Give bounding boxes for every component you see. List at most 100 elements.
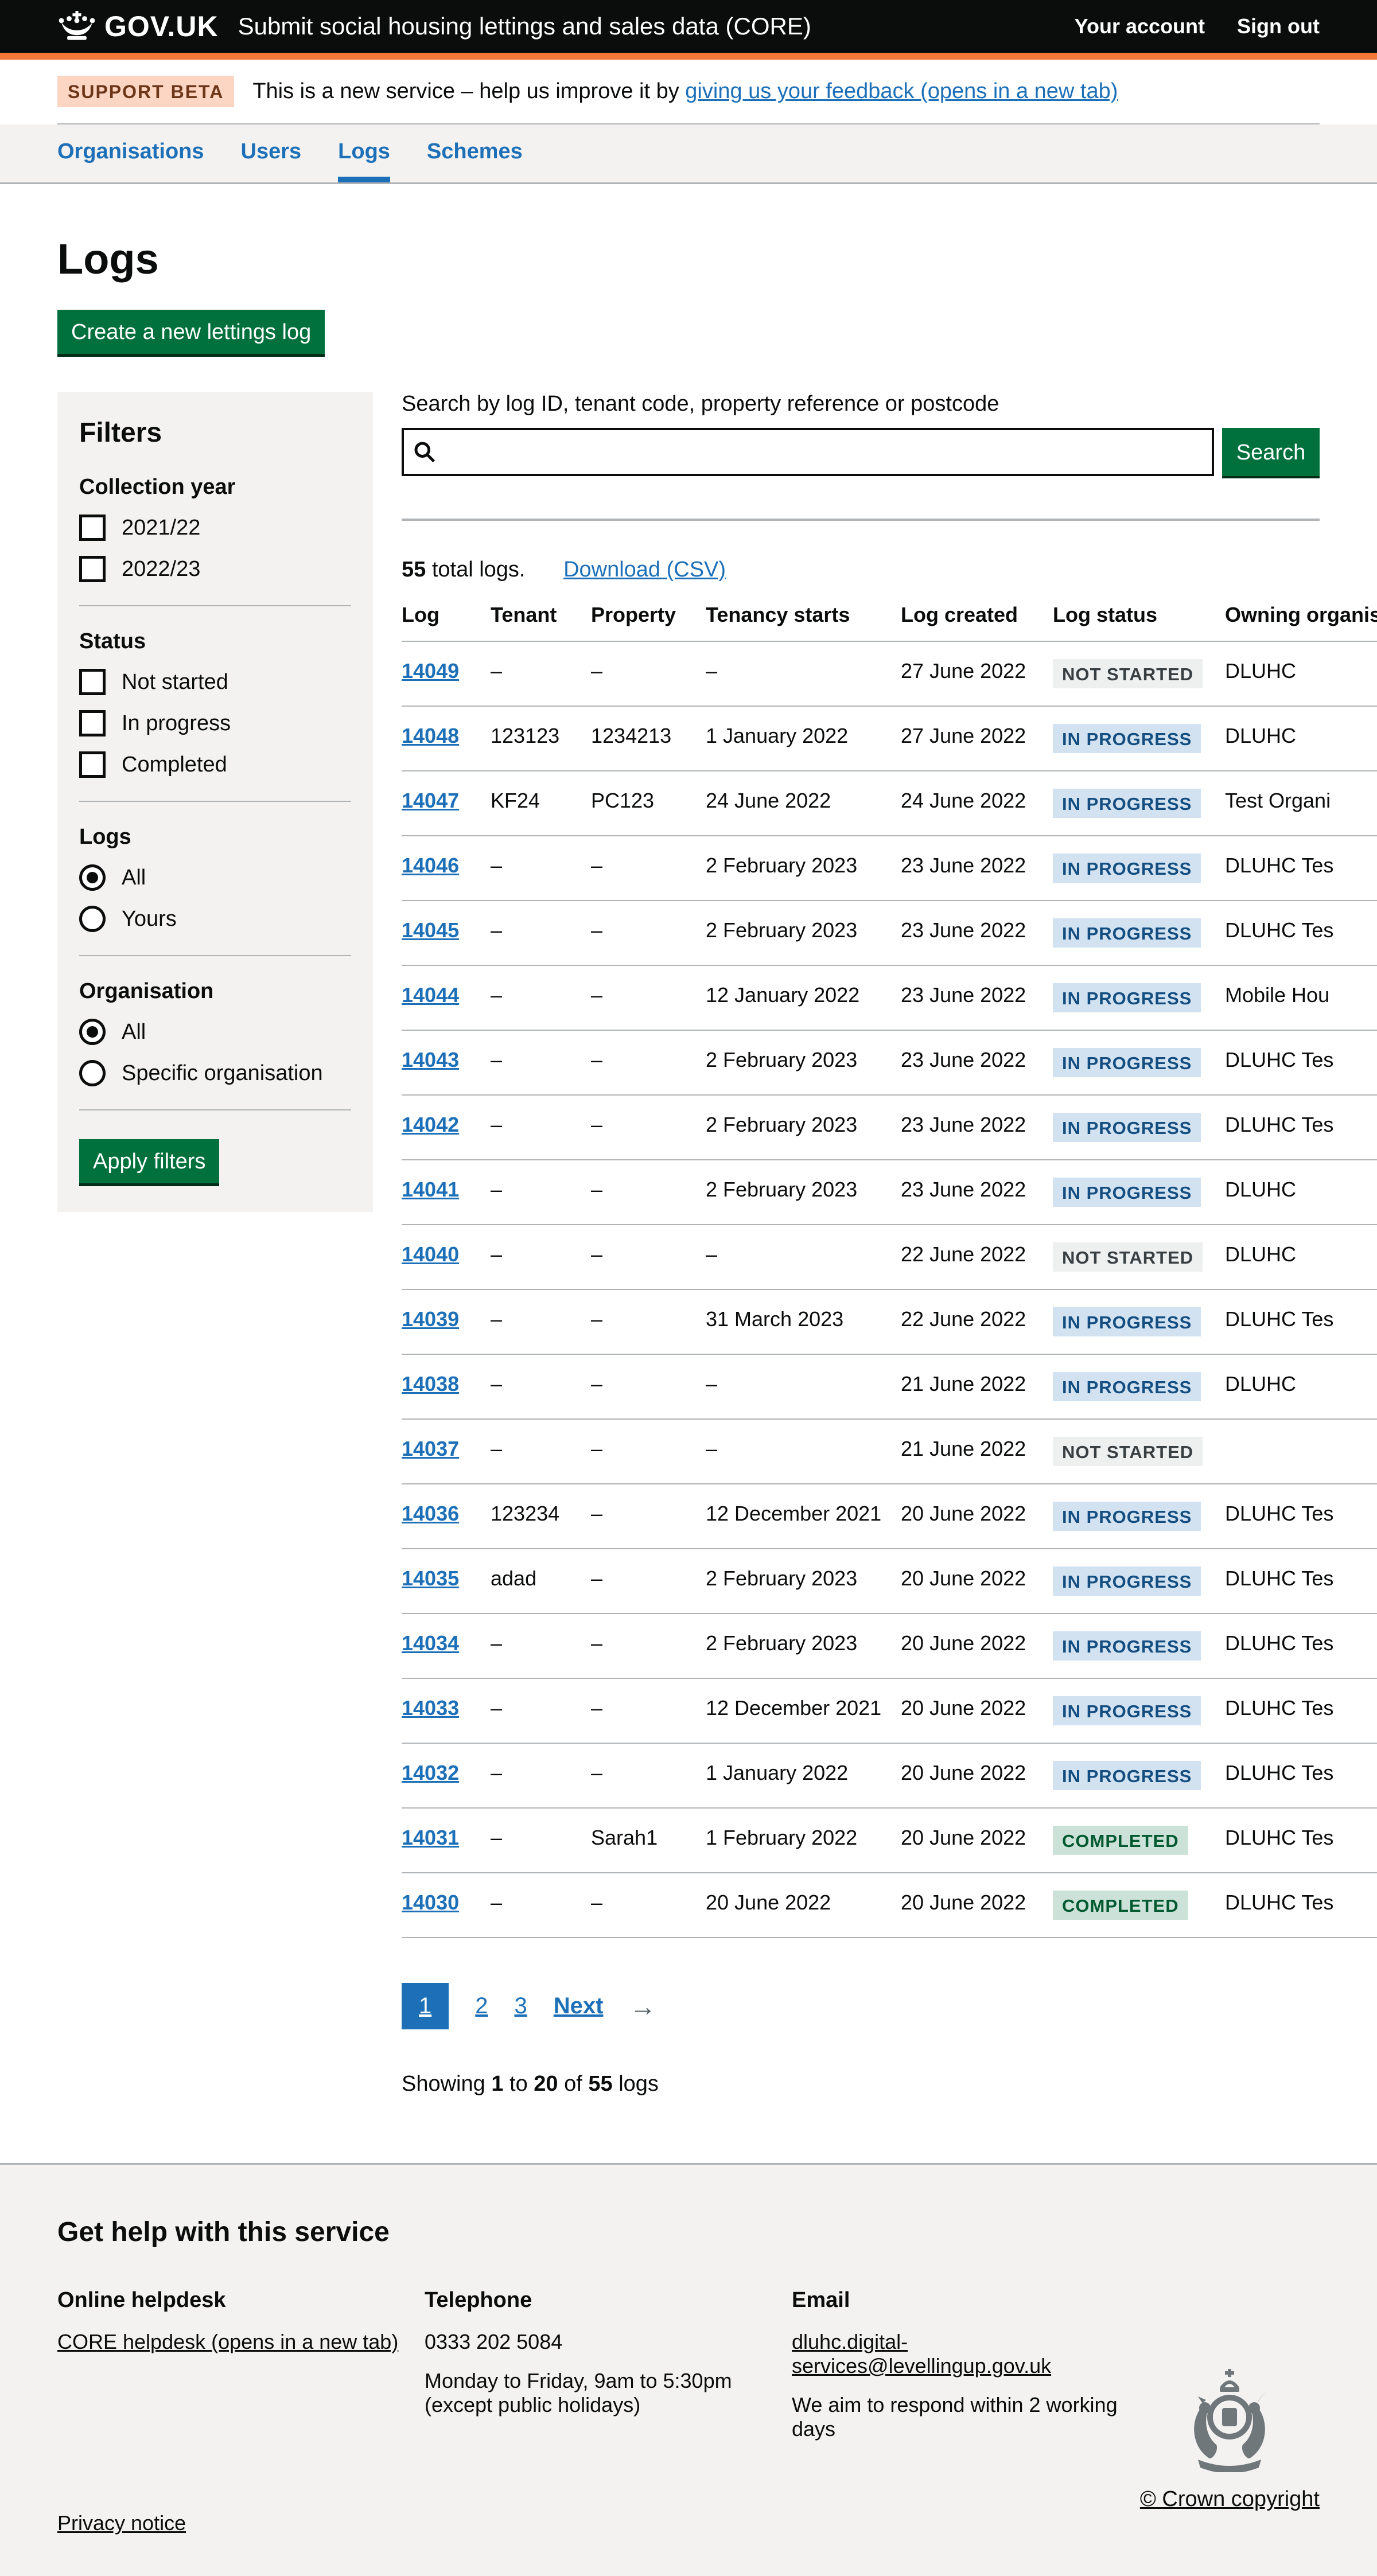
status-badge: In progress bbox=[1053, 1566, 1201, 1596]
tenant-cell: adad bbox=[491, 1549, 591, 1614]
table-row: 14042– –2 February 2023 23 June 2022 In pro… bbox=[402, 1095, 1377, 1160]
nav-item-logs[interactable]: Logs bbox=[338, 139, 390, 182]
pagination-page-1-current[interactable]: 1 bbox=[402, 1983, 449, 2029]
log-created-cell: 20 June 2022 bbox=[901, 1484, 1053, 1549]
log-created-cell: 20 June 2022 bbox=[901, 1549, 1053, 1614]
log-created-cell: 22 June 2022 bbox=[901, 1289, 1053, 1355]
tenancy-starts-cell: 2 February 2023 bbox=[706, 1160, 901, 1225]
checkbox-label[interactable]: Not started bbox=[122, 669, 228, 694]
radio-organisation-all[interactable] bbox=[79, 1019, 106, 1045]
checkbox-2021-22[interactable] bbox=[79, 515, 106, 541]
property-cell: – bbox=[591, 1549, 706, 1614]
owning-organisation-cell: DLUHC Tes bbox=[1225, 1873, 1377, 1938]
log-id-link[interactable]: 14040 bbox=[402, 1242, 460, 1266]
log-id-link[interactable]: 14033 bbox=[402, 1696, 460, 1720]
column-header-tenant: Tenant bbox=[491, 594, 591, 642]
log-id-link[interactable]: 14042 bbox=[402, 1113, 460, 1136]
property-cell: – bbox=[591, 1678, 706, 1744]
log-id-link[interactable]: 14031 bbox=[402, 1826, 460, 1849]
log-id-link[interactable]: 14036 bbox=[402, 1502, 460, 1525]
pagination-page-3[interactable]: 3 bbox=[514, 1993, 527, 2018]
owning-organisation-cell: Mobile Hou bbox=[1225, 965, 1377, 1031]
log-id-link[interactable]: 14041 bbox=[402, 1178, 460, 1201]
service-name-link[interactable]: Submit social housing lettings and sales… bbox=[238, 13, 811, 40]
checkbox-2022-23[interactable] bbox=[79, 556, 106, 582]
log-id-link[interactable]: 14044 bbox=[402, 983, 460, 1007]
log-id-link[interactable]: 14038 bbox=[402, 1372, 460, 1396]
sign-out-link[interactable]: Sign out bbox=[1237, 14, 1320, 38]
log-id-link[interactable]: 14045 bbox=[402, 918, 460, 942]
email-link[interactable]: dluhc.digital-services@levellingup.gov.u… bbox=[792, 2330, 1052, 2378]
create-lettings-log-button[interactable]: Create a new lettings log bbox=[57, 310, 325, 354]
tenant-cell: – bbox=[491, 1354, 591, 1420]
feedback-link[interactable]: giving us your feedback (opens in a new … bbox=[685, 79, 1118, 103]
log-id-link[interactable]: 14030 bbox=[402, 1891, 460, 1914]
tenant-cell: 123123 bbox=[491, 706, 591, 771]
nav-item-organisations[interactable]: Organisations bbox=[57, 139, 204, 163]
logs-table: Log Tenant Property Tenancy starts Log c… bbox=[402, 594, 1377, 1938]
radio-label[interactable]: Specific organisation bbox=[122, 1061, 323, 1085]
nav-item-schemes[interactable]: Schemes bbox=[426, 139, 523, 163]
pagination-next-link[interactable]: Next bbox=[553, 1993, 604, 2018]
govuk-logotype[interactable]: GOV.UK bbox=[104, 10, 219, 42]
filter-legend: Logs bbox=[79, 825, 131, 849]
nav-item-users[interactable]: Users bbox=[240, 139, 302, 163]
tenant-cell: – bbox=[491, 1873, 591, 1938]
checkbox-label[interactable]: Completed bbox=[122, 752, 227, 777]
status-badge: In progress bbox=[1053, 1696, 1201, 1725]
log-id-link[interactable]: 14035 bbox=[402, 1566, 460, 1590]
log-id-link[interactable]: 14037 bbox=[402, 1437, 460, 1460]
footer-email: Email dluhc.digital-services@levellingup… bbox=[792, 2288, 1159, 2456]
radio-label[interactable]: All bbox=[122, 865, 146, 890]
log-created-cell: 20 June 2022 bbox=[901, 1614, 1053, 1679]
download-csv-link[interactable]: Download (CSV) bbox=[563, 558, 726, 582]
checkbox-in-progress[interactable] bbox=[79, 710, 106, 736]
log-created-cell: 23 June 2022 bbox=[901, 1030, 1053, 1096]
log-id-link[interactable]: 14047 bbox=[402, 789, 460, 812]
pagination: 1 2 3 Next → bbox=[402, 1983, 1320, 2029]
total-logs-label: total logs. bbox=[426, 558, 526, 582]
checkbox-label[interactable]: In progress bbox=[122, 711, 231, 735]
log-id-link[interactable]: 14034 bbox=[402, 1631, 460, 1655]
checkbox-not-started[interactable] bbox=[79, 669, 106, 695]
search-input[interactable] bbox=[402, 428, 1214, 476]
checkbox-completed[interactable] bbox=[79, 751, 106, 778]
log-id-link[interactable]: 14049 bbox=[402, 659, 460, 683]
table-row: 14040– – –22 June 2022 Not started DLUHC bbox=[402, 1225, 1377, 1290]
log-id-link[interactable]: 14039 bbox=[402, 1307, 460, 1331]
property-cell: – bbox=[591, 1030, 706, 1096]
filter-divider bbox=[79, 955, 351, 956]
property-cell: – bbox=[591, 1095, 706, 1160]
radio-logs-all[interactable] bbox=[79, 864, 106, 891]
status-badge: In progress bbox=[1053, 789, 1201, 818]
radio-label[interactable]: All bbox=[122, 1019, 146, 1044]
checkbox-label[interactable]: 2022/23 bbox=[122, 556, 201, 581]
owning-organisation-cell: DLUHC Tes bbox=[1225, 1095, 1377, 1160]
pagination-page-2[interactable]: 2 bbox=[475, 1993, 488, 2018]
search-button[interactable]: Search bbox=[1222, 428, 1320, 476]
tenancy-starts-cell: 12 December 2021 bbox=[706, 1678, 901, 1744]
apply-filters-button[interactable]: Apply filters bbox=[79, 1139, 220, 1183]
status-badge: In progress bbox=[1053, 1631, 1201, 1661]
tenancy-starts-cell: 2 February 2023 bbox=[706, 1030, 901, 1096]
tenant-cell: – bbox=[491, 1225, 591, 1290]
log-id-link[interactable]: 14048 bbox=[402, 724, 460, 747]
radio-logs-yours[interactable] bbox=[79, 906, 106, 932]
your-account-link[interactable]: Your account bbox=[1074, 14, 1205, 38]
table-row: 14032– –1 January 2022 20 June 2022 In prog… bbox=[402, 1743, 1377, 1809]
radio-label[interactable]: Yours bbox=[122, 906, 177, 931]
beta-phase-tag: SUPPORT BETA bbox=[57, 76, 235, 107]
table-row: 14035 adad –2 February 2023 20 June 2022 In … bbox=[402, 1549, 1377, 1614]
log-status-cell: In progress bbox=[1053, 1743, 1225, 1809]
core-helpdesk-link[interactable]: CORE helpdesk (opens in a new tab) bbox=[57, 2330, 399, 2353]
log-id-link[interactable]: 14043 bbox=[402, 1048, 460, 1071]
footer-heading: Get help with this service bbox=[57, 2217, 390, 2247]
log-id-link[interactable]: 14046 bbox=[402, 854, 460, 877]
log-id-link[interactable]: 14032 bbox=[402, 1761, 460, 1784]
crown-copyright-link[interactable]: © Crown copyright bbox=[1139, 2487, 1320, 2511]
checkbox-label[interactable]: 2021/22 bbox=[122, 515, 201, 540]
radio-organisation-specific[interactable] bbox=[79, 1060, 106, 1086]
log-status-cell: In progress bbox=[1053, 1678, 1225, 1744]
privacy-notice-link[interactable]: Privacy notice bbox=[57, 2511, 186, 2535]
tenancy-starts-cell: 2 February 2023 bbox=[706, 901, 901, 966]
